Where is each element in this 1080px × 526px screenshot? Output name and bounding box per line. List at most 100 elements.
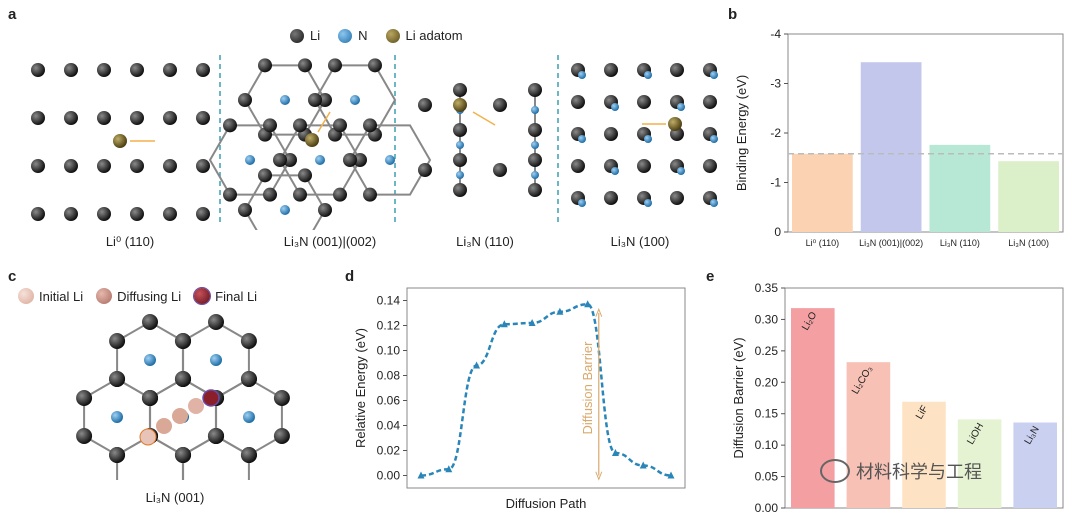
n-atom [710, 71, 718, 79]
li-atom [298, 168, 312, 183]
li-atom [240, 447, 257, 463]
n-atom [531, 141, 539, 149]
n-atom [644, 199, 652, 207]
n-atom [710, 135, 718, 143]
bar-0 [792, 153, 853, 232]
li-atom [283, 153, 297, 167]
legend-c-final: Final Li [215, 288, 258, 304]
li-atom [453, 183, 467, 197]
diffusing-li-icon [96, 288, 113, 304]
structure-panel-c [76, 314, 290, 480]
li-atom [196, 63, 210, 77]
li-atom [363, 187, 377, 202]
li-atom [528, 153, 542, 167]
li-atom [76, 428, 93, 444]
li-adatom [668, 117, 682, 131]
n-atom [644, 135, 652, 143]
y-tick-label: -4 [770, 27, 781, 41]
li-atom [528, 83, 542, 97]
li-atom-icon [290, 28, 304, 43]
y-tick-label: 0.14 [377, 294, 401, 308]
li-atom [604, 127, 618, 141]
structure-panel-a [31, 55, 718, 230]
n-atom [531, 106, 539, 114]
plot-frame [406, 287, 686, 489]
diffusing-li [139, 428, 157, 446]
y-tick-label: 0.06 [377, 394, 401, 408]
li-atom [109, 371, 125, 387]
y-tick-label: 0.00 [755, 501, 779, 515]
n-atom [456, 171, 464, 179]
li-atom [163, 159, 177, 173]
y-tick-label: 0.30 [755, 312, 779, 326]
li-atom [163, 63, 177, 77]
bar-4 [1013, 422, 1057, 508]
li-atom [31, 207, 45, 221]
panel-label-a: a [8, 6, 17, 23]
x-tick-label-2: Li₃N (110) [940, 238, 980, 248]
li-atom [223, 118, 237, 133]
x-tick-label-1: Li₃N (001)|(002) [859, 238, 923, 248]
structure-label-li3n-001: Li₃N (001)|(002) [283, 234, 377, 249]
li-adatom [113, 134, 127, 148]
li-atom [175, 333, 192, 349]
x-tick-label-3: Li₃N (100) [1008, 238, 1049, 248]
n-atom [531, 171, 539, 179]
n-atom [611, 167, 619, 175]
li-atom [318, 93, 332, 107]
legend-a-li: Li [310, 28, 321, 43]
li-atom [343, 153, 357, 167]
y-tick-label: 0 [774, 225, 781, 239]
li-atom [571, 95, 585, 109]
y-tick-label: -1 [770, 176, 781, 190]
li-atom [258, 58, 272, 73]
n-atom [315, 155, 325, 165]
legend-c-initial: Initial Li [39, 288, 84, 304]
bar-3 [957, 419, 1002, 508]
li-atom [293, 187, 307, 202]
n-atom [385, 155, 395, 165]
li-atom [130, 207, 144, 221]
data-point-9 [667, 471, 675, 479]
li-atom [163, 207, 177, 221]
li-atom [368, 58, 382, 73]
li-atom [175, 447, 192, 463]
adatom-icon [385, 28, 400, 43]
x-tick-label-0: Li⁰ (110) [806, 238, 839, 248]
li-atom [363, 118, 377, 133]
li-atom [604, 63, 618, 77]
structure-label-c: Li₃N (001) [145, 490, 205, 505]
li-atom [298, 58, 312, 73]
final-li-icon [194, 288, 211, 304]
y-tick-label: 0.20 [755, 375, 779, 389]
li-atom [528, 183, 542, 197]
x-axis-label: Diffusion Path [506, 496, 587, 511]
li-atom [528, 123, 542, 137]
diffusing-li [156, 418, 172, 434]
li-atom [637, 95, 651, 109]
barrier-annotation: Diffusion Barrier [580, 341, 595, 435]
data-point-3 [500, 320, 508, 328]
li-atom [240, 333, 257, 349]
li-atom [196, 159, 210, 173]
n-atom [243, 411, 255, 423]
binding-energy-chart: 0 -1 -2 -3 -4 Binding Energy (eV) Li⁰ (110) Li₃… [734, 27, 1064, 248]
y-axis-label: Binding Energy (eV) [734, 75, 749, 191]
n-atom [111, 411, 123, 423]
li-atom [333, 187, 347, 202]
y-tick-label: -2 [770, 126, 781, 140]
legend-a-n: N [358, 28, 368, 43]
structure-label-li3n-100: Li₃N (100) [610, 234, 670, 249]
li-atom [273, 428, 290, 444]
move-arrow [317, 111, 331, 133]
legend-a-adatom: Li adatom [405, 28, 463, 43]
structure-label-li-110: Li⁰ (110) [105, 234, 155, 249]
li-atom [258, 168, 272, 183]
li-atom [109, 333, 126, 349]
li-atom [238, 93, 252, 107]
data-point-0 [417, 471, 425, 479]
y-tick-label: 0.10 [755, 438, 779, 452]
li-atom [208, 314, 224, 330]
li-atom [263, 118, 277, 133]
bar-1 [860, 62, 922, 233]
